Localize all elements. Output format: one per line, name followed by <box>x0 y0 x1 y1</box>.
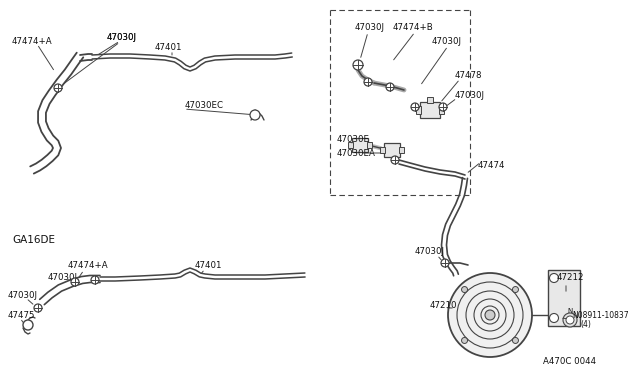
Text: GA16DE: GA16DE <box>12 235 55 245</box>
Circle shape <box>91 276 99 284</box>
Text: 47030J: 47030J <box>432 38 462 46</box>
Bar <box>352 138 368 152</box>
Bar <box>548 270 580 326</box>
Circle shape <box>550 273 559 282</box>
Text: 47478: 47478 <box>455 71 483 80</box>
Text: 47474: 47474 <box>478 160 506 170</box>
Circle shape <box>71 278 79 286</box>
Text: 47212: 47212 <box>557 273 584 282</box>
Circle shape <box>441 259 449 267</box>
Circle shape <box>461 286 468 292</box>
Text: 47474+B: 47474+B <box>393 23 434 32</box>
Bar <box>420 102 440 118</box>
Text: (4): (4) <box>580 321 591 330</box>
Text: 47210: 47210 <box>430 301 458 310</box>
Text: 47401: 47401 <box>155 42 182 51</box>
Text: 47030E: 47030E <box>337 135 370 144</box>
Circle shape <box>54 84 62 92</box>
Circle shape <box>566 316 574 324</box>
Circle shape <box>23 320 33 330</box>
Text: 47475: 47475 <box>8 311 35 320</box>
Text: 47030EC: 47030EC <box>185 100 224 109</box>
Bar <box>384 143 400 157</box>
Circle shape <box>563 313 577 327</box>
Bar <box>348 142 353 148</box>
Text: 47474+A: 47474+A <box>12 38 52 46</box>
Text: 47030J: 47030J <box>355 23 385 32</box>
Bar <box>416 106 421 114</box>
Circle shape <box>353 60 363 70</box>
Bar <box>399 147 404 153</box>
Text: A470C 0044: A470C 0044 <box>543 357 596 366</box>
Text: N: N <box>568 308 573 314</box>
Circle shape <box>364 78 372 86</box>
Bar <box>380 147 385 153</box>
Text: 47030J: 47030J <box>107 33 137 42</box>
Text: 47474+A: 47474+A <box>68 262 109 270</box>
Circle shape <box>461 337 468 343</box>
Text: 47030J: 47030J <box>415 247 445 257</box>
Circle shape <box>250 110 260 120</box>
Circle shape <box>411 103 419 111</box>
Circle shape <box>34 304 42 312</box>
Circle shape <box>513 286 518 292</box>
Bar <box>367 142 372 148</box>
Text: 47030J: 47030J <box>8 291 38 299</box>
Circle shape <box>448 273 532 357</box>
Bar <box>439 106 444 114</box>
Text: N08911-10837: N08911-10837 <box>572 311 628 320</box>
Text: 47401: 47401 <box>195 262 223 270</box>
Circle shape <box>391 156 399 164</box>
Circle shape <box>513 337 518 343</box>
Circle shape <box>550 314 559 323</box>
Text: 47030J: 47030J <box>455 90 485 99</box>
Text: 47030J: 47030J <box>48 273 78 282</box>
Text: 47030J: 47030J <box>107 33 137 42</box>
Circle shape <box>386 83 394 91</box>
Text: 47030EA: 47030EA <box>337 148 376 157</box>
Bar <box>427 97 433 103</box>
Circle shape <box>439 103 447 111</box>
Circle shape <box>485 310 495 320</box>
